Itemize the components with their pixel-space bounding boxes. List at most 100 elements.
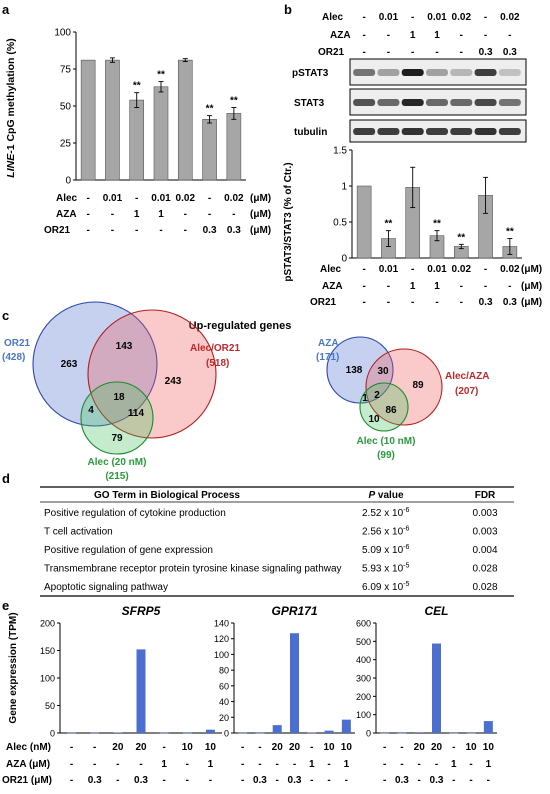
y-tick-label: 1: [341, 182, 347, 193]
panel-letter-c: c: [2, 308, 9, 323]
bar: [129, 99, 145, 181]
treatment-cell: -: [362, 281, 365, 292]
b-top-label-alec: Alec: [322, 12, 344, 23]
treatment-cell: 20: [135, 742, 147, 753]
bar: [341, 719, 351, 733]
blot-band: [498, 69, 521, 76]
treatment-cell: -: [293, 759, 296, 770]
y-tick-label: 0: [366, 729, 371, 739]
significance-label: **: [385, 219, 393, 230]
treatment-cell: -: [469, 759, 472, 770]
treatment-cell: -: [435, 759, 438, 770]
blot-band: [401, 69, 424, 76]
y-tick-label: 50: [45, 701, 55, 711]
treatment-cell: -: [460, 30, 463, 41]
treatment-cell: -: [452, 742, 455, 753]
treatment-cell: 0.3: [503, 47, 517, 58]
treatment-cell: -: [70, 759, 73, 770]
b-unit-or21: (μM): [521, 297, 542, 308]
y-tick-label: 400: [356, 655, 371, 665]
treatment-cell: -: [310, 775, 313, 786]
treatment-cell: 0.02: [452, 12, 472, 23]
treatment-cell: -: [241, 759, 244, 770]
blot-label-stat3: STAT3: [294, 98, 325, 109]
treatment-cell: -: [418, 775, 421, 786]
bar: [307, 732, 317, 734]
y-tick-label: 0: [50, 729, 55, 739]
bar: [449, 732, 459, 734]
venn-label-or21: OR21: [4, 338, 31, 349]
treatment-cell: -: [258, 759, 261, 770]
treatment-cell: -: [186, 759, 189, 770]
y-tick-label: 1.5: [333, 146, 347, 157]
bar: [397, 732, 407, 734]
b-row-label-alec: Alec: [320, 264, 342, 275]
panel-letter-d: d: [2, 471, 10, 486]
treatment-cell: 0.01: [427, 264, 447, 275]
treatment-cell: -: [139, 759, 142, 770]
treatment-cell: -: [362, 297, 365, 308]
treatment-cell: -: [387, 281, 390, 292]
bar: [113, 732, 123, 734]
bar: [255, 732, 265, 734]
treatment-cell: -: [184, 225, 187, 236]
treatment-cell: 1: [434, 281, 440, 292]
treatment-cell: -: [435, 297, 438, 308]
treatment-cell: 1: [161, 759, 167, 770]
y-tick-label: 120: [214, 634, 229, 644]
treatment-cell: 10: [466, 742, 478, 753]
treatment-cell: 10: [341, 742, 353, 753]
treatment-cell: -: [362, 12, 365, 23]
treatment-cell: -: [508, 281, 511, 292]
treatment-cell: -: [186, 775, 189, 786]
treatment-cell: -: [383, 742, 386, 753]
panel-a-chart: LINE-1 CpG methylation (%) 0 25 50 75 100 **…: [5, 28, 271, 237]
y-tick-label: 100: [356, 710, 371, 720]
y-tick-label: 40: [219, 697, 229, 707]
treatment-cell: -: [484, 12, 487, 23]
bar: [159, 732, 169, 734]
treatment-cell: -: [387, 297, 390, 308]
treatment-cell: -: [86, 225, 89, 236]
y-tick-label: 100: [40, 674, 55, 684]
treatment-cell: -: [241, 742, 244, 753]
go-term: Apoptotic signaling pathway: [44, 582, 168, 593]
y-tick-label: 200: [356, 692, 371, 702]
panel-e-ylabel: Gene expression (TPM): [8, 612, 19, 723]
treatment-cell: 10: [182, 742, 194, 753]
panel-d-go-table: GO Term in Biological Process P value FD…: [40, 486, 514, 597]
y-tick-label: 75: [60, 65, 72, 76]
treatment-cell: 0.3: [479, 297, 493, 308]
blot-band: [426, 128, 448, 135]
venn-circle-alec20: [80, 381, 154, 455]
treatment-cell: 0.02: [500, 264, 520, 275]
blot-band: [401, 128, 424, 135]
a-row-label-or21: OR21: [44, 225, 71, 236]
treatment-cell: 0.3: [479, 47, 493, 58]
expression-chart: CEL 0 100 200 300 400 500 600: [356, 604, 497, 739]
blot-band: [353, 69, 376, 76]
bar: [483, 721, 493, 733]
treatment-cell: -: [411, 47, 414, 58]
treatment-cell: -: [310, 742, 313, 753]
blot-band: [450, 99, 473, 106]
treatment-cell: 0.01: [379, 264, 399, 275]
bar: [238, 732, 248, 734]
treatment-cell: -: [400, 759, 403, 770]
blot-pstat3: [349, 58, 527, 86]
treatment-cell: -: [469, 775, 472, 786]
bar: [205, 729, 215, 733]
treatment-cell: -: [111, 225, 114, 236]
treatment-cell: -: [93, 759, 96, 770]
bar: [80, 59, 96, 181]
treatment-cell: -: [345, 775, 348, 786]
treatment-cell: 10: [205, 742, 217, 753]
treatment-cell: 0.3: [395, 775, 409, 786]
venn-title: Up-regulated genes: [189, 320, 292, 332]
venn-circle-or21: [32, 301, 158, 427]
treatment-cell: -: [327, 775, 330, 786]
y-tick-label: 500: [356, 637, 371, 647]
bar: [67, 732, 77, 734]
treatment-cell: -: [418, 759, 421, 770]
treatment-cell: 1: [134, 209, 140, 220]
